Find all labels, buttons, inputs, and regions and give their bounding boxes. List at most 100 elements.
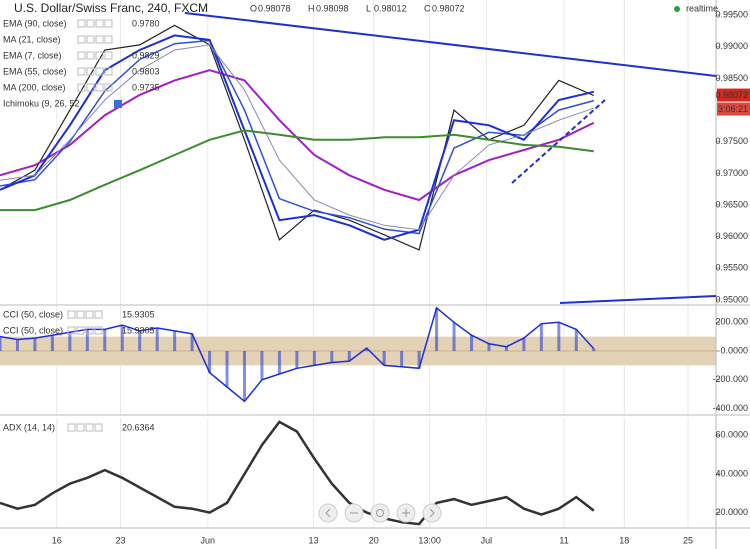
y-tick-label: 0.98500 bbox=[715, 73, 748, 83]
ohlc-key: C bbox=[424, 3, 431, 13]
x-tick-label: Jul bbox=[481, 535, 493, 545]
x-tick-label: 13:00 bbox=[418, 535, 441, 545]
legend-value: 0.9735 bbox=[132, 82, 160, 92]
cci-bar bbox=[68, 332, 72, 352]
trendline bbox=[559, 295, 717, 304]
legend-name: CCI (50, close) bbox=[3, 309, 63, 319]
legend-icon bbox=[95, 51, 104, 60]
indicator-line bbox=[0, 129, 594, 212]
plots bbox=[0, 0, 716, 528]
cci-bar bbox=[0, 336, 2, 352]
legend-icon bbox=[85, 326, 94, 335]
arrow-icon bbox=[429, 508, 435, 518]
legend-icon bbox=[77, 67, 86, 76]
indicator-line bbox=[0, 420, 595, 526]
legend-name: EMA (55, close) bbox=[3, 66, 67, 76]
legend-icon bbox=[86, 35, 95, 44]
x-tick-label: 11 bbox=[559, 535, 568, 545]
cci-bar bbox=[242, 351, 246, 402]
ohlc-value: 0.98078 bbox=[258, 3, 291, 13]
legend-icon bbox=[86, 51, 95, 60]
cci-bar bbox=[208, 351, 212, 373]
legend-icon bbox=[94, 310, 103, 319]
cci-bar bbox=[15, 339, 19, 352]
legend-icon bbox=[67, 326, 76, 335]
legend-name: MA (21, close) bbox=[3, 34, 61, 44]
cci-bar bbox=[539, 323, 543, 352]
y-tick-label: 0.95500 bbox=[715, 263, 748, 273]
legend-icon bbox=[86, 83, 95, 92]
chart-title: U.S. Dollar/Swiss Franc, 240, FXCM bbox=[14, 1, 208, 15]
cci-bar bbox=[120, 325, 124, 352]
y-tick-label: 0.96500 bbox=[715, 199, 748, 209]
legend-icon bbox=[104, 35, 113, 44]
cci-bar bbox=[557, 322, 561, 352]
legend-name: Ichimoku (9, 26, 52 bbox=[3, 98, 80, 108]
y-tick-label: 0.0000 bbox=[720, 345, 748, 355]
scroll-left[interactable] bbox=[318, 503, 338, 523]
scroll-right[interactable] bbox=[422, 503, 442, 523]
legend-icon bbox=[94, 423, 103, 432]
cci-bar bbox=[277, 351, 281, 375]
indicator-line bbox=[0, 39, 594, 235]
legend-icon bbox=[95, 83, 104, 92]
y-tick-label: 0.95000 bbox=[715, 294, 748, 304]
cci-bar bbox=[400, 351, 404, 367]
legend-icon bbox=[77, 83, 86, 92]
y-tick-label: 20.0000 bbox=[715, 507, 748, 517]
legend-icon bbox=[77, 19, 86, 28]
legend-icon bbox=[76, 310, 85, 319]
reset-icon bbox=[376, 509, 384, 517]
legend-value: 0.9803 bbox=[132, 66, 160, 76]
legend-name: MA (200, close) bbox=[3, 82, 66, 92]
scroll-controls[interactable] bbox=[318, 503, 442, 523]
cci-bar bbox=[487, 343, 491, 352]
legend-value: 0.9780 bbox=[132, 18, 160, 28]
legend-icon bbox=[86, 19, 95, 28]
legend-icon bbox=[85, 423, 94, 432]
ohlc-key: O bbox=[250, 3, 257, 13]
legend-icon bbox=[85, 310, 94, 319]
legend-icon bbox=[76, 326, 85, 335]
y-tick-label: -200.000 bbox=[712, 374, 748, 384]
ohlc-key: H bbox=[308, 3, 315, 13]
legend-icon bbox=[67, 423, 76, 432]
cci-line bbox=[0, 306, 595, 403]
legend-value: 15.9305 bbox=[122, 325, 155, 335]
cci-bar bbox=[33, 338, 37, 352]
ohlc-value: 0.98072 bbox=[432, 3, 465, 13]
legend-name: EMA (90, close) bbox=[3, 18, 67, 28]
cci-bar bbox=[312, 351, 316, 366]
cci-bar bbox=[155, 328, 159, 352]
legend-name: CCI (50, close) bbox=[3, 325, 63, 335]
cci-bar bbox=[435, 307, 439, 352]
x-tick-label: 16 bbox=[52, 535, 62, 545]
cci-bar bbox=[382, 351, 386, 366]
y-tick-label: 0.97000 bbox=[715, 168, 748, 178]
x-tick-label: Jun bbox=[201, 535, 216, 545]
cci-bar bbox=[50, 335, 54, 352]
cci-bar bbox=[103, 329, 107, 352]
cci-bar bbox=[417, 351, 421, 369]
timer-tag bbox=[717, 102, 750, 116]
x-tick-label: 18 bbox=[619, 535, 629, 545]
legend-icon bbox=[77, 35, 86, 44]
price-tag-label: 0.98072 bbox=[715, 90, 748, 100]
legend-value: 0.9829 bbox=[132, 50, 160, 60]
legend-icon bbox=[95, 35, 104, 44]
reset[interactable] bbox=[370, 503, 390, 523]
y-tick-label: 40.0000 bbox=[715, 468, 748, 478]
x-tick-label: 25 bbox=[683, 535, 693, 545]
cci-bar bbox=[347, 351, 351, 362]
cci-bar bbox=[592, 348, 596, 352]
y-tick-label: 0.97500 bbox=[715, 136, 748, 146]
cci-bar bbox=[138, 330, 142, 352]
x-tick-label: 20 bbox=[369, 535, 379, 545]
legend-icon bbox=[95, 19, 104, 28]
y-tick-label: 0.96000 bbox=[715, 231, 748, 241]
price-close bbox=[0, 24, 595, 251]
legend-icon bbox=[76, 423, 85, 432]
arrow-icon bbox=[325, 508, 331, 518]
